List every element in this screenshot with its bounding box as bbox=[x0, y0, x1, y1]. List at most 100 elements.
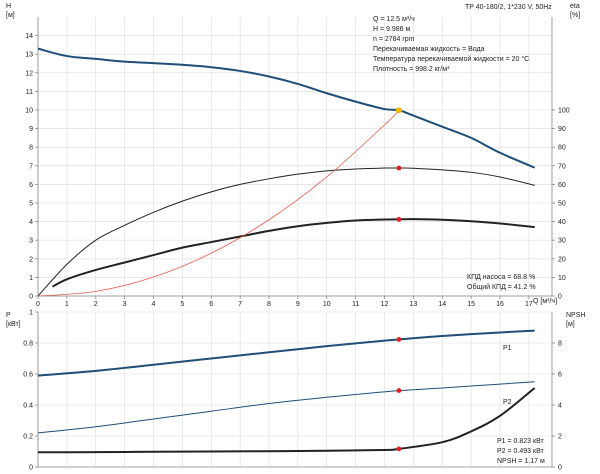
top-ylabel-letter: H bbox=[6, 3, 11, 10]
top-left-axis-title: H [м] bbox=[6, 3, 15, 19]
top-ylabel-unit: [м] bbox=[6, 12, 15, 19]
x-tick-label: 11 bbox=[352, 301, 359, 308]
x-tick-label: 10 bbox=[323, 301, 331, 308]
x-tick-label: 16 bbox=[496, 301, 504, 308]
top-left-tick-label: 5 bbox=[29, 201, 33, 208]
top-left-tick-label: 12 bbox=[25, 70, 33, 77]
top-right-tick-label: 60 bbox=[558, 182, 566, 189]
top-left-tick-label: 4 bbox=[29, 219, 33, 226]
pw-line-p2: P2 = 0.493 кВт bbox=[497, 448, 545, 455]
x-tick-label: 2 bbox=[94, 301, 98, 308]
eff-line-total: Общий КПД = 41.2 % bbox=[467, 283, 536, 291]
top-left-tick-label: 14 bbox=[25, 33, 33, 40]
P2-point bbox=[396, 388, 402, 393]
top-left-tick-label: 7 bbox=[29, 163, 33, 170]
top-right-tick-label: 50 bbox=[558, 201, 566, 208]
bottom-left-tick-label: 0.8 bbox=[23, 341, 33, 348]
bot-rlabel-unit: [м] bbox=[566, 321, 575, 328]
op-line-n: n = 2784 rpm bbox=[373, 36, 415, 43]
x-tick-label: 6 bbox=[209, 301, 213, 308]
x-tick-label: 7 bbox=[238, 301, 242, 308]
bottom-right-axis-title: NPSH [м] bbox=[566, 312, 585, 328]
bottom-left-axis-title: P [кВт] bbox=[6, 312, 21, 328]
pw-line-npsh: NPSH = 1.17 м bbox=[497, 458, 545, 465]
top-panel-axes bbox=[35, 17, 555, 299]
NPSH-curve bbox=[37, 387, 536, 454]
bottom-right-tick-label: 8 bbox=[558, 341, 562, 348]
bottom-panel-axes bbox=[35, 311, 555, 468]
op-line-density: Плотность = 998.2 кг/м³ bbox=[373, 66, 450, 73]
duty-point bbox=[395, 107, 402, 114]
top-left-tick-label: 8 bbox=[29, 145, 33, 152]
top-left-tick-label: 3 bbox=[29, 238, 33, 245]
op-line-liquid: Перекачиваемая жидкость = Вода bbox=[373, 46, 485, 53]
top-rlabel-unit: [%] bbox=[570, 12, 580, 19]
top-right-tick-label: 20 bbox=[558, 256, 566, 263]
top-right-tick-label: 0 bbox=[558, 294, 562, 301]
eta-pump-point bbox=[396, 165, 402, 171]
bot-rlabel-letter: NPSH bbox=[566, 312, 585, 319]
operating-point-info: Q = 12.5 м³/ч H = 9.986 м n = 2784 rpm П… bbox=[373, 16, 529, 73]
pw-line-p1: P1 = 0.823 кВт bbox=[497, 438, 545, 445]
bottom-right-tick-label: 4 bbox=[558, 403, 562, 410]
x-tick-label: 9 bbox=[296, 301, 300, 308]
bottom-panel-grid bbox=[37, 311, 552, 468]
top-left-tick-label: 9 bbox=[29, 126, 33, 133]
x-tick-label: 8 bbox=[267, 301, 271, 308]
eta-pump-curve bbox=[37, 167, 535, 297]
top-left-tick-label: 11 bbox=[26, 89, 33, 96]
tick-labels: 0123456789101112131401020304050607080901… bbox=[23, 33, 570, 471]
top-right-tick-label: 70 bbox=[558, 163, 566, 170]
x-tick-label: 12 bbox=[381, 301, 389, 308]
top-right-axis-title: eta [%] bbox=[570, 3, 580, 19]
top-left-tick-label: 1 bbox=[29, 275, 33, 282]
p1-curve-label: P1 bbox=[503, 345, 512, 352]
x-tick-label: 13 bbox=[409, 301, 417, 308]
eta-total-curve bbox=[51, 218, 535, 288]
chart-title: TP 40-180/2, 1*230 V, 50Hz bbox=[465, 4, 552, 11]
top-left-tick-label: 0 bbox=[29, 294, 33, 301]
top-left-tick-label: 10 bbox=[25, 108, 33, 115]
top-left-tick-label: 13 bbox=[25, 52, 33, 59]
bottom-left-tick-label: 0.4 bbox=[23, 403, 33, 410]
eta-total-point bbox=[396, 216, 402, 222]
top-right-tick-label: 100 bbox=[558, 108, 570, 115]
bottom-right-tick-label: 0 bbox=[558, 465, 562, 472]
x-tick-label: 3 bbox=[123, 301, 127, 308]
top-right-tick-label: 40 bbox=[558, 219, 566, 226]
x-tick-label: 14 bbox=[438, 301, 446, 308]
x-tick-label: 1 bbox=[65, 301, 69, 308]
P2-curve bbox=[37, 381, 535, 434]
bot-ylabel-letter: P bbox=[6, 312, 11, 319]
x-tick-label: 5 bbox=[180, 301, 184, 308]
top-right-tick-label: 10 bbox=[558, 275, 566, 282]
bottom-right-tick-label: 6 bbox=[558, 372, 562, 379]
bottom-left-tick-label: 0.6 bbox=[23, 372, 33, 379]
eff-line-pump: КПД насоса = 68.8 % bbox=[467, 274, 535, 281]
x-tick-label: 0 bbox=[36, 301, 40, 308]
top-left-tick-label: 2 bbox=[29, 256, 33, 263]
op-line-q: Q = 12.5 м³/ч bbox=[373, 16, 415, 23]
top-x-axis-title: Q [м³/ч] bbox=[533, 298, 557, 305]
x-tick-label: 17 bbox=[525, 301, 533, 308]
system-curve bbox=[37, 109, 400, 297]
top-panel-curves bbox=[37, 47, 536, 297]
top-left-tick-label: 6 bbox=[29, 182, 33, 189]
x-tick-label: 15 bbox=[467, 301, 475, 308]
top-right-tick-label: 90 bbox=[558, 126, 566, 133]
P1-point bbox=[396, 337, 402, 342]
top-right-tick-label: 80 bbox=[558, 145, 566, 152]
bottom-left-tick-label: 0.2 bbox=[23, 434, 33, 441]
top-rlabel-letter: eta bbox=[570, 3, 580, 10]
bottom-left-tick-label: 0 bbox=[29, 465, 33, 472]
op-line-temperature: Температура перекачиваемой жидкости = 20… bbox=[373, 55, 529, 63]
op-line-h: H = 9.986 м bbox=[373, 26, 410, 33]
bottom-panel-curves bbox=[37, 329, 536, 454]
x-tick-label: 4 bbox=[152, 301, 156, 308]
bottom-left-tick-label: 1 bbox=[29, 310, 33, 317]
efficiency-info: КПД насоса = 68.8 % Общий КПД = 41.2 % bbox=[467, 274, 536, 291]
top-right-tick-label: 30 bbox=[558, 238, 566, 245]
NPSH-point bbox=[396, 446, 402, 452]
p2-curve-label: P2 bbox=[503, 399, 512, 406]
